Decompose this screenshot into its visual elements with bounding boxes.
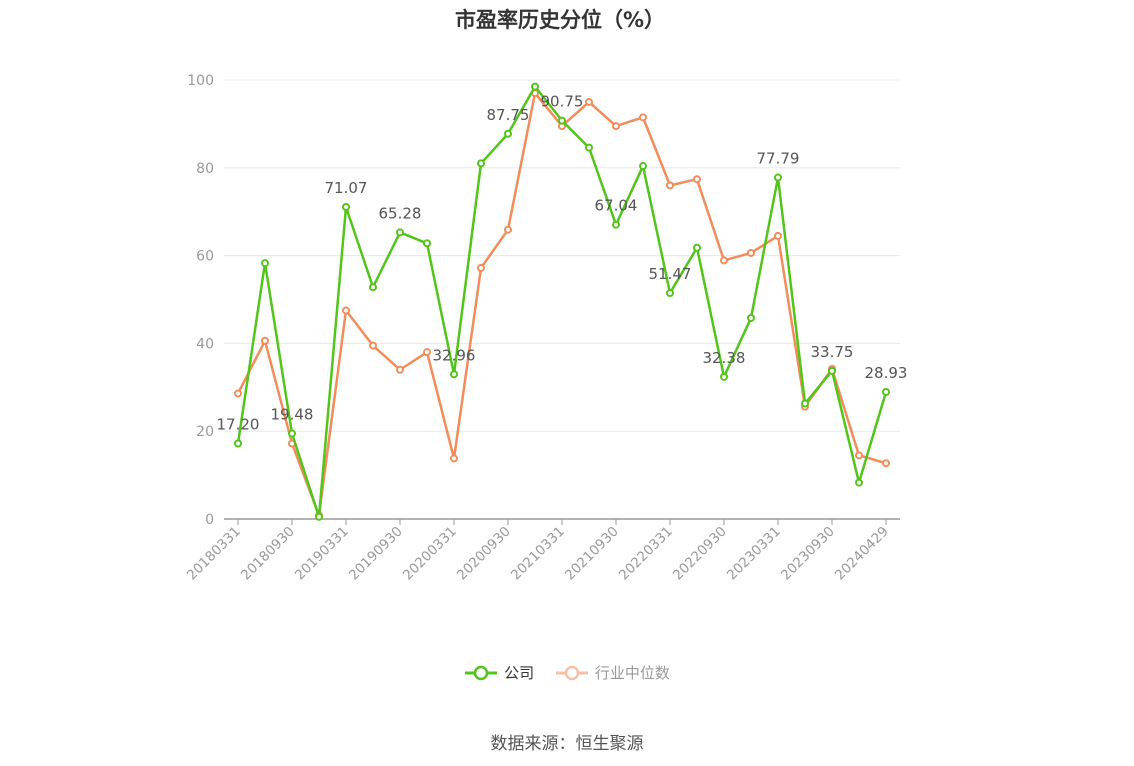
data-point: [342, 306, 350, 315]
y-tick-label: 80: [196, 161, 214, 177]
data-point: [666, 289, 674, 298]
y-tick-label: 100: [187, 73, 214, 89]
line-chart: 0 20 40 60 80 100 2018033120180930201903312019…: [184, 73, 908, 584]
data-point: [315, 512, 323, 521]
data-point: [234, 439, 242, 448]
y-tick-label: 0: [205, 512, 214, 528]
data-point: [423, 239, 431, 248]
legend-item-industry[interactable]: 行业中位数: [555, 662, 670, 683]
data-point: [477, 159, 485, 168]
data-point: [450, 370, 458, 379]
data-label: 90.75: [541, 93, 584, 111]
data-point: [774, 231, 782, 240]
legend-label-industry: 行业中位数: [594, 664, 670, 682]
x-tick-label: 20240429: [832, 524, 892, 584]
grid-lines: [224, 79, 900, 432]
data-point: [639, 162, 647, 171]
data-point: [612, 220, 620, 229]
data-point: [612, 122, 620, 131]
y-tick-label: 20: [196, 424, 214, 440]
x-tick-label: 20220930: [670, 524, 730, 584]
data-point: [639, 113, 647, 122]
data-label: 65.28: [379, 204, 422, 222]
data-point: [450, 454, 458, 463]
data-point: [342, 203, 350, 212]
data-point: [882, 387, 890, 396]
data-source: 数据来源：恒生聚源: [490, 734, 644, 754]
data-point: [774, 173, 782, 182]
data-point: [369, 283, 377, 292]
data-point: [261, 336, 269, 345]
series-lines: [234, 82, 890, 521]
data-point: [693, 175, 701, 184]
data-label: 32.38: [703, 349, 746, 367]
x-tick-label: 20210331: [508, 524, 568, 584]
chart-title: 市盈率历史分位（%）: [454, 8, 666, 32]
data-label: 32.96: [433, 346, 476, 364]
data-label: 19.48: [271, 405, 314, 423]
data-point: [369, 341, 377, 350]
x-tick-label: 20190331: [292, 524, 352, 584]
data-point: [693, 243, 701, 252]
x-tick-label: 20230930: [778, 524, 838, 584]
data-point: [855, 451, 863, 460]
data-point: [828, 366, 836, 375]
data-point: [531, 82, 539, 91]
data-point: [666, 181, 674, 190]
x-tick-label: 20200331: [400, 524, 460, 584]
x-tick-label: 20190930: [346, 524, 406, 584]
y-tick-label: 60: [196, 249, 214, 265]
x-tick-label: 20180331: [184, 524, 244, 584]
x-tick-label: 20230331: [724, 524, 784, 584]
data-point: [396, 365, 404, 374]
data-label: 28.93: [865, 364, 908, 382]
legend-line-icon: [555, 665, 588, 680]
data-point: [585, 143, 593, 152]
data-point: [261, 259, 269, 268]
data-point: [558, 116, 566, 125]
data-label: 71.07: [325, 179, 368, 197]
data-label: 77.79: [757, 150, 800, 168]
x-tick-label: 20210930: [562, 524, 622, 584]
data-label: 87.75: [487, 106, 530, 124]
data-point: [720, 372, 728, 381]
data-labels: 17.20 19.48 71.07 65.28 32.96 87.75 90.75 67.04…: [217, 93, 908, 434]
data-point: [801, 399, 809, 408]
x-tick-label: 20180930: [238, 524, 298, 584]
data-point: [747, 248, 755, 257]
data-point: [234, 389, 242, 398]
y-tick-label: 40: [196, 336, 214, 352]
data-point: [396, 228, 404, 237]
data-point: [855, 478, 863, 487]
legend-item-company[interactable]: 公司: [464, 662, 534, 683]
x-tick-label: 20200930: [454, 524, 514, 584]
x-tick-label: 20220331: [616, 524, 676, 584]
data-point: [288, 429, 296, 438]
data-point: [504, 129, 512, 138]
data-point: [882, 459, 890, 468]
data-point: [720, 256, 728, 265]
data-label: 17.20: [217, 415, 260, 433]
data-point: [477, 263, 485, 272]
data-point: [747, 313, 755, 322]
legend-label-company: 公司: [504, 664, 535, 682]
data-label: 51.47: [649, 265, 692, 283]
data-point: [504, 225, 512, 234]
legend-line-icon: [465, 665, 498, 680]
legend: 公司 行业中位数: [0, 662, 1134, 685]
data-point: [585, 97, 593, 106]
data-label: 67.04: [595, 197, 638, 215]
data-point: [423, 348, 431, 357]
data-label: 33.75: [811, 343, 854, 361]
